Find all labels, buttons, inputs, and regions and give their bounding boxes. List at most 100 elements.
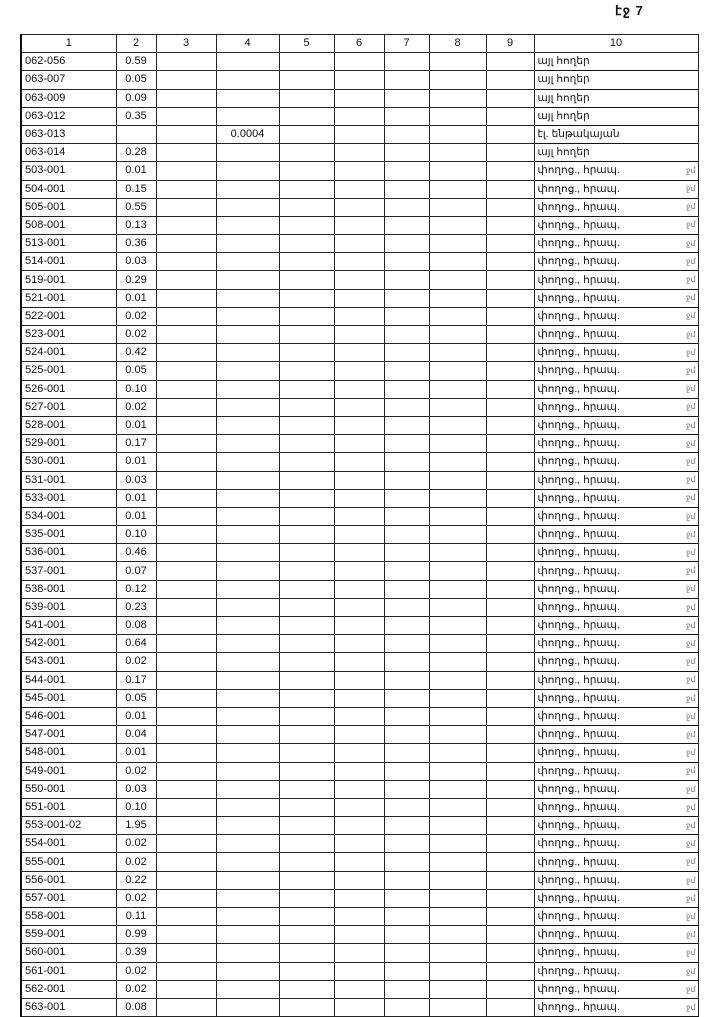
- cell-col-9: [485, 252, 535, 272]
- cell-col-3: [155, 761, 217, 781]
- cell-col-7: [383, 906, 430, 927]
- cell-col-7: [383, 797, 430, 818]
- cell-col-8: [428, 870, 487, 890]
- col4-value-cell: [215, 688, 280, 708]
- land-use-cell: փողոց., հրապ.: [533, 343, 699, 363]
- area-cell: 0.02: [115, 979, 157, 999]
- margin-mark: ջմ: [686, 766, 696, 776]
- col4-value-cell: [215, 634, 280, 654]
- cell-col-7: [383, 834, 430, 854]
- parcel-code-cell: 551-001: [20, 797, 117, 818]
- cell-col-3: [155, 343, 217, 363]
- cell-col-9: [485, 925, 535, 945]
- land-use-cell: փողոց., հրապ.: [533, 816, 699, 836]
- col4-value-cell: [215, 888, 280, 909]
- col4-value-cell: [215, 415, 280, 436]
- cell-col-7: [383, 52, 430, 72]
- cell-col-8: [428, 506, 487, 527]
- land-use-cell: փողոց., հրապ.: [533, 215, 699, 236]
- cell-col-6: [333, 688, 385, 708]
- cell-col-9: [485, 270, 535, 290]
- cell-col-9: [485, 797, 535, 818]
- cell-col-7: [383, 88, 430, 108]
- cell-col-6: [333, 124, 385, 145]
- cell-col-7: [383, 579, 430, 599]
- col4-value-cell: [215, 561, 280, 581]
- area-cell: 0.03: [115, 779, 157, 799]
- area-cell: 0.09: [115, 88, 157, 108]
- area-cell: 0.02: [115, 888, 157, 909]
- cell-col-3: [155, 706, 217, 727]
- col4-value-cell: [215, 379, 280, 399]
- table-row: 530-001 0.01 փողոց., հրապ.: [20, 452, 699, 472]
- cell-col-3: [155, 816, 217, 836]
- cell-col-7: [383, 870, 430, 890]
- cell-col-6: [333, 743, 385, 763]
- table-row: 521-001 0.01 փողոց., հրապ.: [20, 288, 699, 308]
- cell-col-3: [155, 124, 217, 145]
- cell-col-9: [485, 179, 535, 199]
- margin-mark: ջմ: [686, 311, 696, 321]
- table-row: 553-001-02 1.95 փողոց., հրապ.: [20, 816, 699, 836]
- cell-col-6: [333, 434, 385, 454]
- land-use-cell: փողոց., հրապ.: [533, 179, 699, 199]
- table-row: 543-001 0.02 փողոց., հրապ.: [20, 652, 699, 672]
- col4-value-cell: [215, 288, 280, 308]
- cell-col-9: [485, 543, 535, 563]
- parcel-code-cell: 557-001: [20, 888, 117, 909]
- cell-col-8: [428, 143, 487, 163]
- land-use-cell: փողոց., հրապ.: [533, 397, 699, 417]
- land-use-cell: փողոց., հրապ.: [533, 506, 699, 527]
- cell-col-9: [485, 343, 535, 363]
- land-use-cell: փողոց., հրապ.: [533, 525, 699, 545]
- cell-col-6: [333, 88, 385, 108]
- cell-col-5: [278, 215, 335, 236]
- table-row: 503-001 0.01 փողոց., հրապ.: [20, 161, 699, 181]
- cell-col-6: [333, 615, 385, 636]
- cell-col-5: [278, 270, 335, 290]
- col4-value-cell: [215, 852, 280, 872]
- land-use-cell: փողոց., հրապ.: [533, 579, 699, 599]
- parcel-code-cell: 536-001: [20, 543, 117, 563]
- area-cell: 0.10: [115, 379, 157, 399]
- cell-col-3: [155, 270, 217, 290]
- cell-col-5: [278, 943, 335, 963]
- land-use-cell: էլ. ենթակայան: [533, 124, 699, 145]
- cell-col-8: [428, 488, 487, 508]
- cell-col-3: [155, 234, 217, 254]
- margin-mark: ջմ: [686, 438, 696, 448]
- parcel-code-cell: 533-001: [20, 488, 117, 508]
- cell-col-9: [485, 106, 535, 126]
- cell-col-9: [485, 506, 535, 527]
- margin-mark: ջմ: [686, 893, 696, 903]
- table-row: 541-001 0.08 փողոց., հրապ.: [20, 615, 699, 636]
- cell-col-3: [155, 634, 217, 654]
- cell-col-5: [278, 652, 335, 672]
- column-header-9: 9: [485, 33, 535, 54]
- cell-col-7: [383, 634, 430, 654]
- cell-col-9: [485, 215, 535, 236]
- table-row: 546-001 0.01 փողոց., հրապ.: [20, 706, 699, 727]
- col4-value-cell: [215, 706, 280, 727]
- margin-mark: ջմ: [686, 511, 696, 521]
- cell-col-9: [485, 525, 535, 545]
- column-header-2: 2: [115, 33, 157, 54]
- margin-mark: ջմ: [686, 693, 696, 703]
- cell-col-9: [485, 161, 535, 181]
- cell-col-9: [485, 306, 535, 327]
- cell-col-6: [333, 197, 385, 217]
- cell-col-8: [428, 979, 487, 999]
- table-row: 527-001 0.02 փողոց., հրապ.: [20, 397, 699, 417]
- cell-col-9: [485, 415, 535, 436]
- parcel-code-cell: 531-001: [20, 470, 117, 490]
- cell-col-3: [155, 434, 217, 454]
- col4-value-cell: [215, 652, 280, 672]
- area-cell: 0.02: [115, 834, 157, 854]
- cell-col-5: [278, 961, 335, 981]
- margin-mark: ջմ: [686, 620, 696, 630]
- land-use-cell: փողոց., հրապ.: [533, 997, 699, 1017]
- parcel-code-cell: 553-001-02: [20, 816, 117, 836]
- col4-value-cell: [215, 525, 280, 545]
- area-cell: 0.10: [115, 797, 157, 818]
- cell-col-6: [333, 979, 385, 999]
